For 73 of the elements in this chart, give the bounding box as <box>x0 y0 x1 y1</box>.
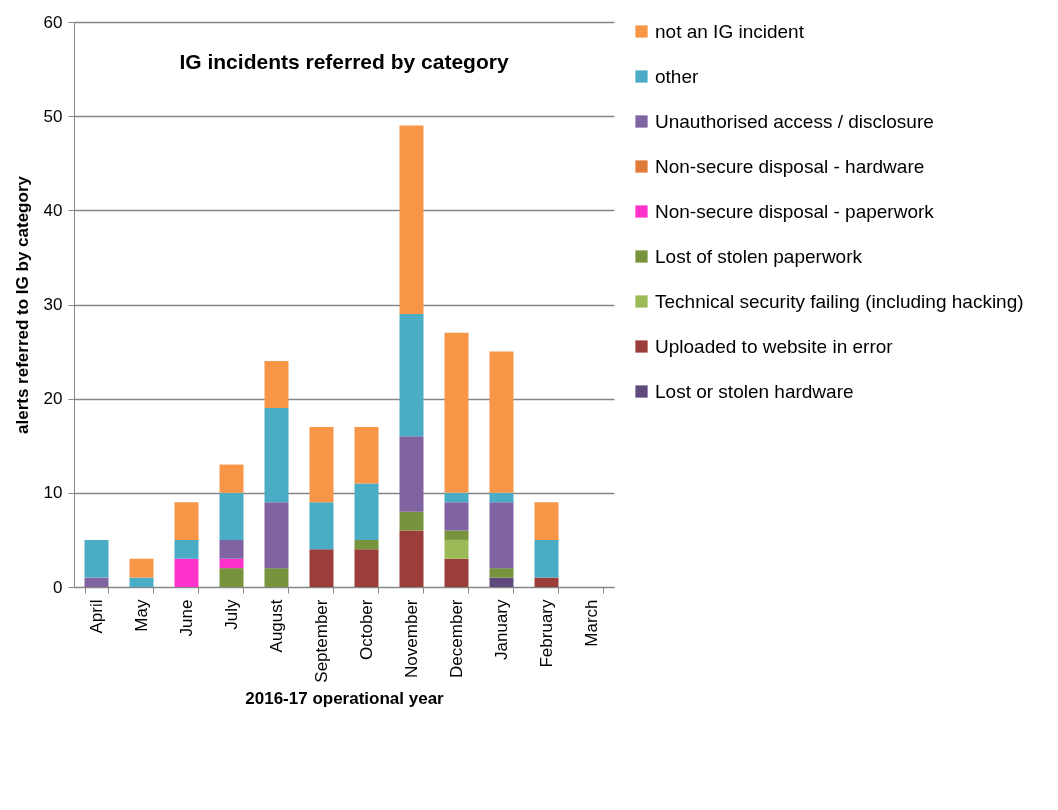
legend-label: other <box>655 65 699 87</box>
bar <box>264 408 289 503</box>
bar <box>354 539 379 550</box>
legend-label: Technical security failing (including hacking) <box>655 290 1024 312</box>
bar <box>399 436 424 512</box>
bar <box>219 464 244 493</box>
bar <box>84 577 109 587</box>
bar <box>264 361 289 409</box>
legend-label: Non-secure disposal - paperwork <box>655 200 935 222</box>
bar <box>534 502 559 540</box>
y-tick-label: 10 <box>43 483 63 503</box>
bar <box>399 313 424 437</box>
bar <box>309 502 334 550</box>
bar <box>174 558 199 587</box>
bar <box>354 549 379 587</box>
legend-label: Unauthorised access / disclosure <box>655 110 934 132</box>
bar <box>489 502 514 569</box>
bar <box>219 539 244 559</box>
legend-label: not an IG incident <box>655 20 805 42</box>
bar <box>534 539 559 578</box>
x-tick-label: August <box>267 599 286 653</box>
y-tick-label: 0 <box>53 577 63 597</box>
x-tick-label: February <box>537 599 556 668</box>
bar <box>309 426 334 503</box>
x-tick-label: April <box>87 599 106 634</box>
bar <box>264 502 289 569</box>
bar <box>444 530 469 540</box>
bar <box>129 558 154 578</box>
y-axis-title: alerts referred to IG by category <box>12 175 32 434</box>
bar <box>219 558 244 569</box>
bar <box>489 568 514 578</box>
bar <box>264 568 289 587</box>
y-tick-label: 40 <box>43 200 63 220</box>
x-tick-label: October <box>357 599 376 660</box>
bar <box>174 539 199 559</box>
bar <box>174 502 199 540</box>
bar <box>399 125 424 314</box>
x-axis-title: 2016-17 operational year <box>245 688 445 708</box>
bar <box>219 492 244 540</box>
bar <box>489 351 514 493</box>
bar <box>444 502 469 531</box>
x-tick-label: January <box>492 599 511 660</box>
bar <box>444 332 469 493</box>
bar <box>309 549 334 587</box>
y-tick-label: 60 <box>43 12 63 32</box>
legend-label: Non-secure disposal - hardware <box>655 155 925 177</box>
x-tick-label: November <box>402 599 421 678</box>
bar <box>489 577 514 587</box>
bar <box>399 530 424 587</box>
x-tick-label: July <box>222 599 241 630</box>
x-tick-label: September <box>312 599 331 683</box>
x-tick-label: March <box>582 599 601 647</box>
x-tick-label: June <box>177 599 196 637</box>
x-tick-label: May <box>132 599 151 632</box>
bar <box>129 577 154 587</box>
text: IG incidents referred by category <box>179 50 509 73</box>
y-tick-label: 30 <box>43 295 63 314</box>
bar <box>399 511 424 531</box>
y-tick-label: 20 <box>43 389 63 409</box>
y-tick-label: 50 <box>43 106 63 126</box>
bar <box>219 568 244 587</box>
legend-label: Uploaded to website in error <box>655 335 894 357</box>
legend-label: Lost or stolen hardware <box>655 380 854 402</box>
bar <box>444 539 469 559</box>
bar <box>354 483 379 540</box>
bar <box>444 492 469 503</box>
bar <box>444 558 469 587</box>
bar <box>534 577 559 587</box>
x-tick-label: December <box>447 599 466 678</box>
legend-label: Lost of stolen paperwork <box>655 245 863 267</box>
bar <box>354 426 379 484</box>
bar <box>84 539 109 578</box>
bar <box>489 492 514 503</box>
